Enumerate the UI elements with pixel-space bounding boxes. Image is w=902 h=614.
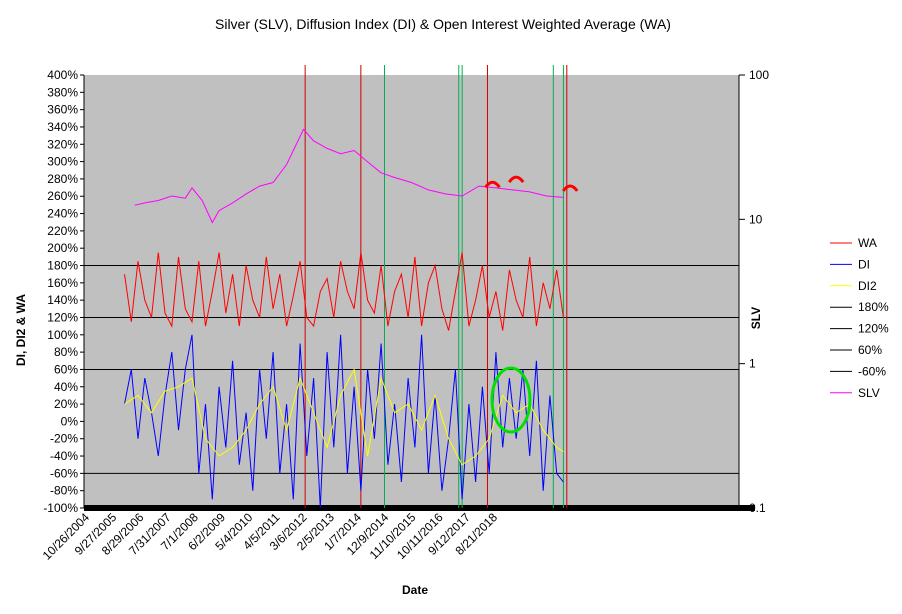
y-tick-label: -60%: [50, 466, 78, 480]
y-tick-label: -100%: [43, 501, 78, 515]
y-tick-label: -20%: [50, 432, 78, 446]
y-tick-label: 280%: [47, 172, 78, 186]
series-line-WA: [124, 252, 564, 331]
y-tick-label: 160%: [47, 276, 78, 290]
y-tick-label: 400%: [47, 68, 78, 82]
chart-title: Silver (SLV), Diffusion Index (DI) & Ope…: [215, 16, 671, 32]
y-tick-label: 60%: [54, 362, 78, 376]
legend-label: DI2: [858, 279, 877, 293]
series-line-SLV: [134, 128, 564, 224]
series-layer: [124, 128, 564, 509]
y-tick-label: 100%: [47, 328, 78, 342]
y-tick-label: 380%: [47, 85, 78, 99]
annotations: [484, 175, 579, 434]
legend-label: 60%: [858, 343, 882, 357]
y-tick-label: 340%: [47, 120, 78, 134]
red-arc-annotation: [484, 180, 501, 189]
legend-label: -60%: [858, 364, 886, 378]
y-tick-label: 220%: [47, 224, 78, 238]
x-axis-label: Date: [402, 583, 428, 597]
y-tick-label: 200%: [47, 241, 78, 255]
y-tick-label: -80%: [50, 484, 78, 498]
bottom-band: [84, 505, 755, 511]
y-tick-label: 120%: [47, 310, 78, 324]
legend-label: 180%: [858, 300, 889, 314]
red-arc-annotation: [507, 175, 525, 184]
legend-label: 120%: [858, 322, 889, 336]
y-axis-right: 100 10 1 0.1: [738, 68, 769, 515]
y-tick-label: 20%: [54, 397, 78, 411]
y2-tick-label: 0.1: [749, 501, 766, 515]
grid-lines: [84, 265, 755, 511]
y-tick-label: 240%: [47, 207, 78, 221]
green-ellipse-annotation: [490, 366, 532, 434]
y-tick-label: 300%: [47, 155, 78, 169]
y-tick-label: -40%: [50, 449, 78, 463]
y2-axis-label: SLV: [749, 307, 763, 329]
legend-label: DI: [858, 257, 870, 271]
y-tick-label: 180%: [47, 259, 78, 273]
series-line-DI: [124, 334, 564, 509]
x-axis: 10/26/20049/27/20058/29/20067/31/20077/1…: [40, 510, 501, 563]
legend-label: WA: [858, 236, 877, 250]
y-tick-label: 0%: [61, 414, 79, 428]
y-tick-label: 360%: [47, 103, 78, 117]
legend: WA DI DI2 180% 120% 60% -60% SLV: [830, 236, 889, 400]
legend-label: SLV: [858, 386, 880, 400]
y-tick-label: 260%: [47, 189, 78, 203]
y2-tick-label: 100: [749, 68, 769, 82]
y2-tick-label: 10: [749, 212, 763, 226]
y2-tick-label: 1: [749, 357, 756, 371]
red-arc-annotation: [561, 184, 579, 192]
y-tick-label: 40%: [54, 380, 78, 394]
y-tick-label: 140%: [47, 293, 78, 307]
y-axis-label: DI, DI2 & WA: [14, 294, 28, 366]
y-tick-label: 320%: [47, 137, 78, 151]
y-axis-left: 400% 380% 360% 340% 320% 300% 280% 260% 240% 220%…: [43, 68, 85, 515]
y-tick-label: 80%: [54, 345, 78, 359]
